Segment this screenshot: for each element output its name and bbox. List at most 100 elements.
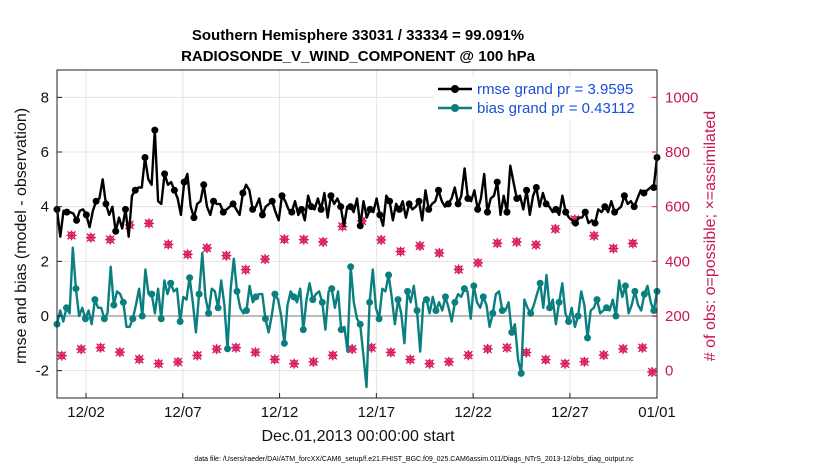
series-0-point (229, 200, 237, 208)
series-1-point (252, 293, 260, 301)
obs-assimilated-marker (434, 247, 445, 258)
series-1-point (271, 290, 279, 298)
y-right-tick-label: 1000 (665, 89, 698, 106)
obs-assimilated-marker (598, 350, 609, 361)
series-0-point (180, 178, 188, 186)
series-line-1 (55, 246, 659, 389)
series-layer (53, 126, 661, 389)
series-1-point (460, 285, 468, 293)
y-right-tick-label: 600 (665, 199, 690, 216)
series-1-point (517, 369, 525, 377)
series-0-point (464, 194, 472, 202)
obs-assimilated-marker (502, 342, 512, 353)
obs-assimilated-marker (172, 356, 183, 367)
obs-assimilated-marker (260, 254, 271, 265)
series-0-point (219, 208, 227, 216)
chart-subtitle: RADIOSONDE_V_WIND_COMPONENT @ 100 hPa (181, 48, 536, 65)
series-1-point (167, 279, 175, 287)
series-1-point (366, 298, 374, 306)
series-1-point (280, 339, 288, 347)
series-0-point (190, 214, 198, 222)
series-1-point (148, 290, 156, 298)
obs-assimilated-marker (85, 232, 96, 243)
obs-assimilated-marker (134, 354, 145, 365)
series-0-point (92, 197, 100, 205)
series-0-point (532, 184, 540, 192)
obs-assimilated-marker (618, 343, 629, 354)
series-0-point (493, 178, 501, 186)
series-1-point (157, 315, 165, 323)
series-1-point (498, 307, 506, 315)
series-0-point (650, 184, 658, 192)
plot-frame (56, 69, 658, 399)
series-1-point (110, 301, 118, 309)
obs-assimilated-marker (627, 238, 638, 249)
x-tick-label: 01/01 (638, 404, 676, 421)
x-tick-label: 12/17 (358, 404, 396, 421)
series-0-point (102, 200, 110, 208)
legend-rmse-marker (451, 85, 459, 93)
series-1-point (451, 298, 459, 306)
obs-assimilated-marker (240, 264, 251, 275)
series-1-point (100, 315, 108, 323)
series-0-point (366, 205, 374, 213)
series-0-point (571, 219, 579, 227)
series-1-point (81, 315, 89, 323)
series-0-point (249, 205, 257, 213)
obs-assimilated-marker (289, 358, 300, 369)
series-1-point (224, 345, 232, 353)
y-right-tick-label: 400 (665, 253, 690, 270)
obs-assimilated-marker (298, 234, 309, 245)
series-1-point (546, 304, 554, 312)
legend-bias-marker (451, 104, 459, 112)
obs-assimilated-marker (395, 246, 406, 257)
obs-assimilated-marker (550, 223, 561, 234)
series-1-point (186, 274, 194, 282)
series-0-point (82, 211, 90, 219)
series-1-point (470, 282, 478, 290)
series-0-point (630, 203, 638, 211)
series-1-point (441, 293, 449, 301)
series-1-point (318, 298, 326, 306)
series-0-point (141, 153, 149, 161)
obs-assimilated-marker (589, 230, 600, 241)
series-0-point (170, 186, 178, 194)
series-1-point (650, 307, 658, 315)
series-0-point (376, 211, 384, 219)
series-1-point (119, 298, 127, 306)
series-1-point (347, 263, 355, 271)
series-1-point (621, 282, 629, 290)
series-0-point (63, 208, 71, 216)
obs-assimilated-marker (521, 347, 532, 358)
y-ticks: -2 0 2 4 6 8 (36, 89, 62, 380)
obs-assimilated-marker (511, 236, 522, 247)
obs-assimilated-marker (250, 347, 261, 358)
series-0-point (620, 192, 628, 200)
obs-assimilated-marker (95, 342, 106, 353)
series-1-point (72, 285, 80, 293)
y-tick-label: 2 (41, 253, 49, 270)
series-0-point (415, 197, 423, 205)
series-0-point (317, 205, 325, 213)
series-0-point (395, 205, 403, 213)
obs-assimilated-marker (608, 243, 619, 254)
obs-assimilated-marker (579, 356, 590, 367)
x-tick-label: 12/12 (261, 404, 299, 421)
series-1-point (404, 287, 412, 295)
obs-assimilated-marker (114, 347, 125, 358)
obs-assimilated-marker (463, 350, 474, 361)
series-1-point (422, 296, 430, 304)
series-1-point (138, 312, 146, 320)
x-axis-label: Dec.01,2013 00:00:00 start (261, 428, 455, 445)
obs-assimilated-marker (143, 218, 154, 229)
series-0-point (278, 192, 286, 200)
obs-assimilated-marker (376, 234, 387, 245)
series-0-point (474, 205, 482, 213)
obs-assimilated-marker (540, 354, 551, 365)
legend-box (434, 77, 648, 121)
y-axis-label: rmse and bias (model - observation) (13, 108, 30, 364)
obs-assimilated-marker (569, 214, 580, 225)
series-1-point (214, 304, 222, 312)
series-1-point (205, 309, 213, 317)
